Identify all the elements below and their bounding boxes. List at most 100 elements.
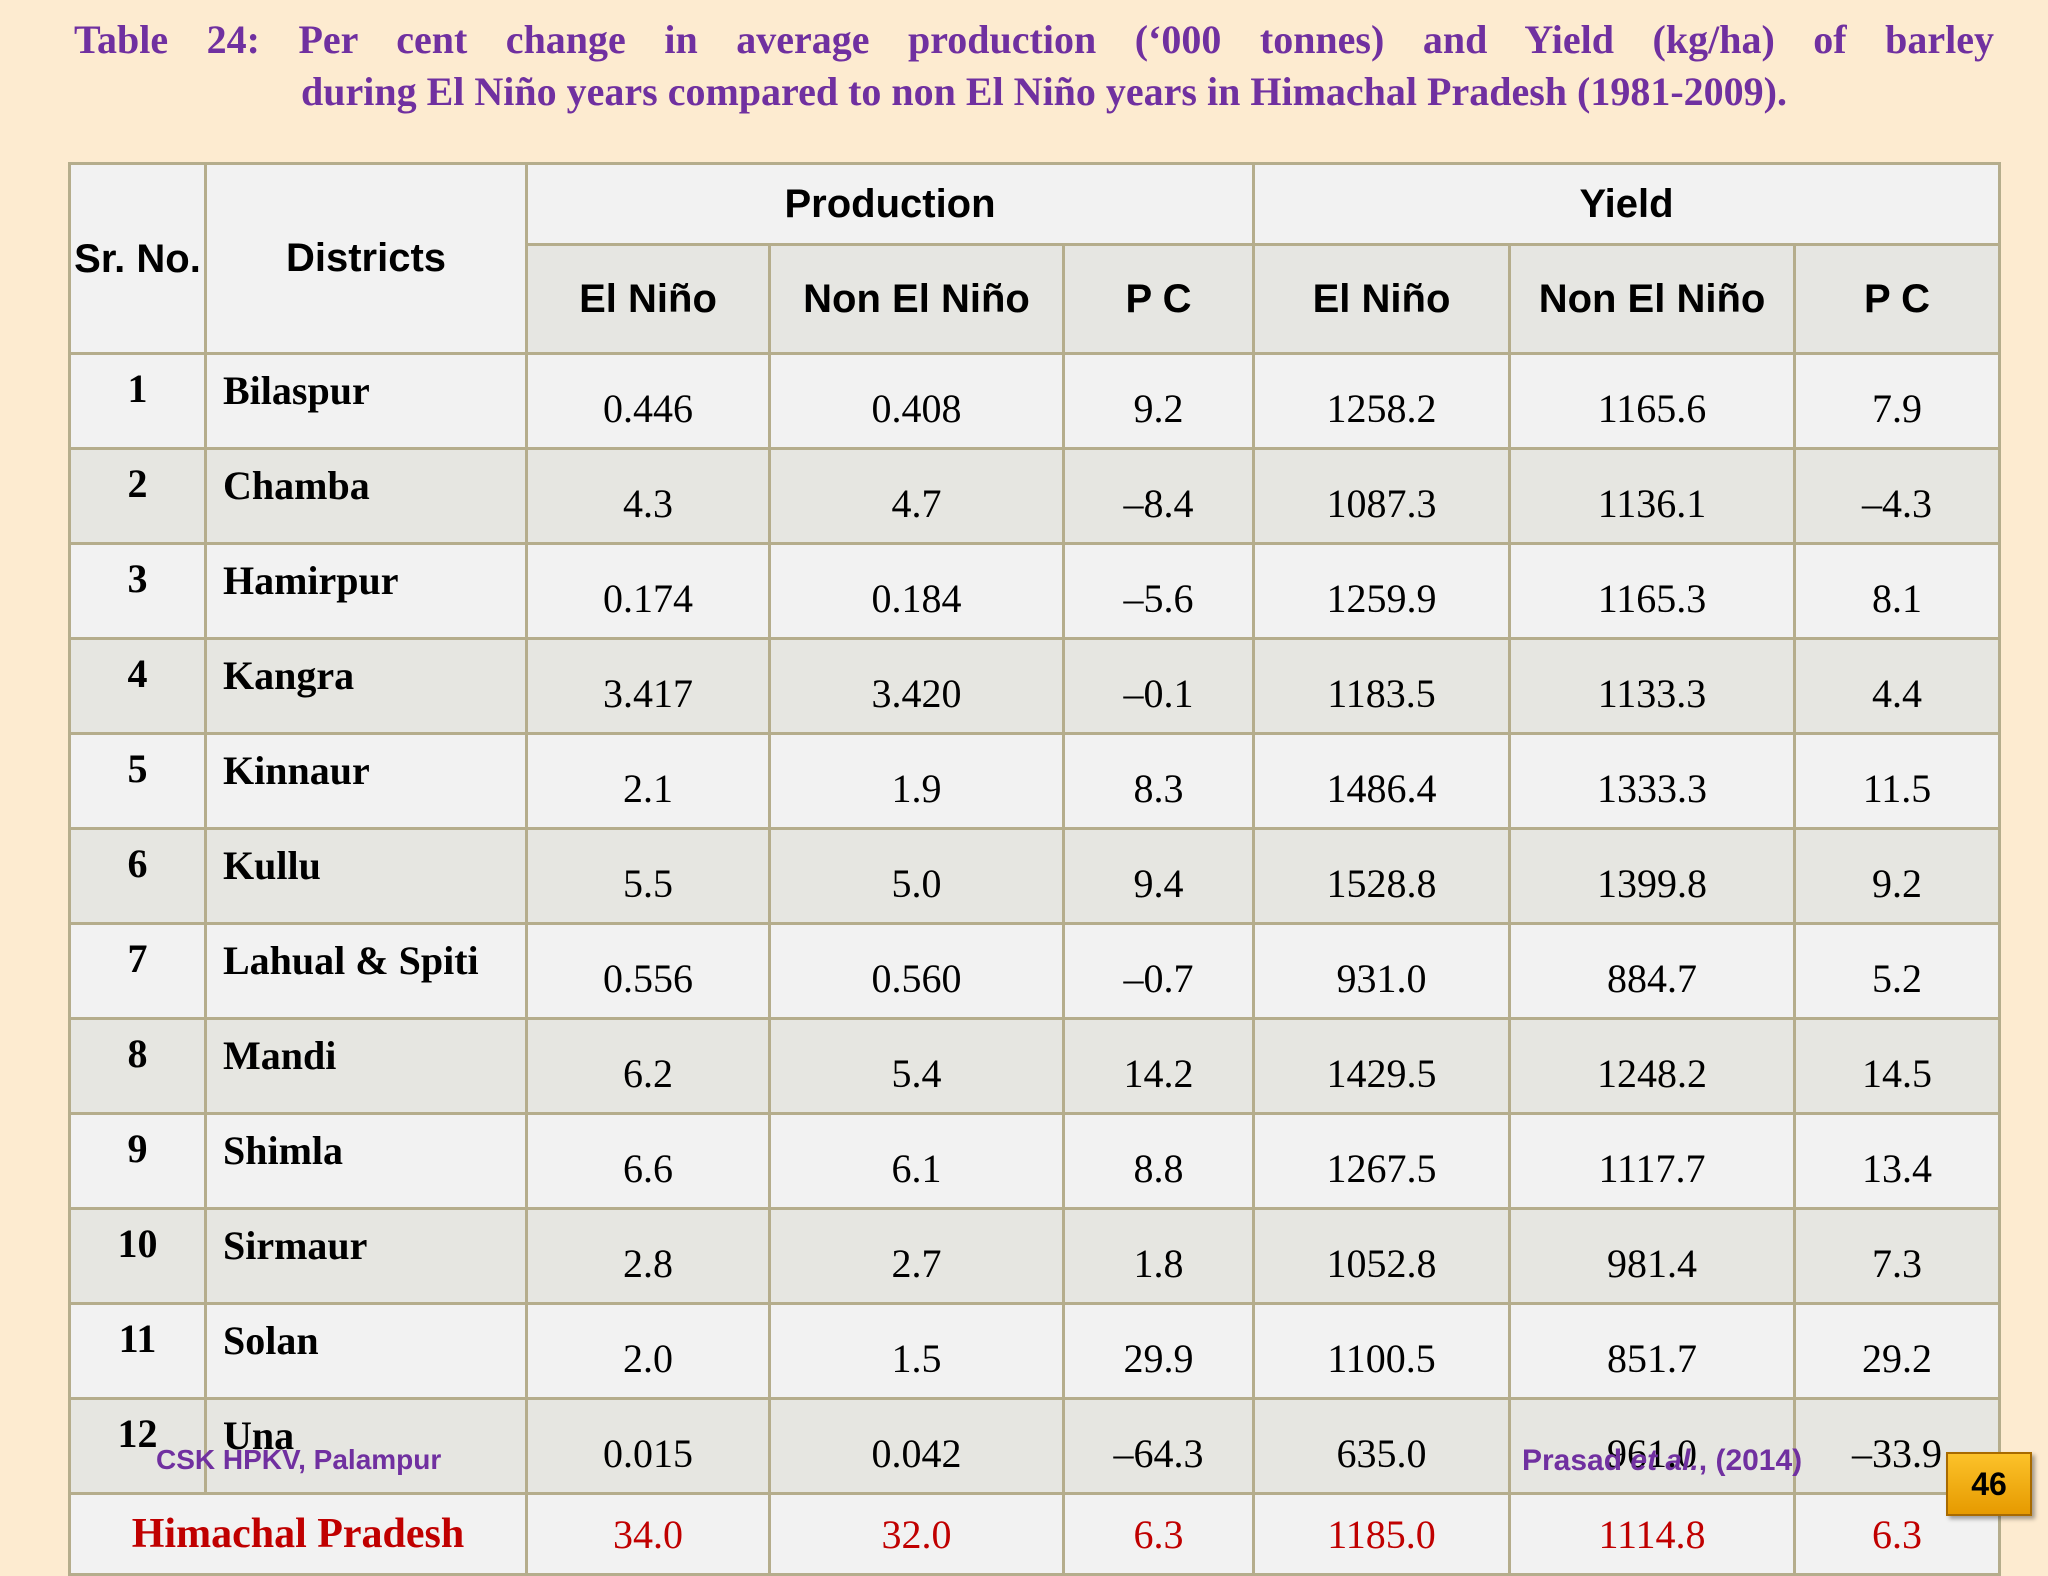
prod-non-el-nino-cell: 2.7 bbox=[768, 1207, 1065, 1305]
prod-pc-cell: –8.4 bbox=[1061, 447, 1256, 545]
prod-el-nino-cell: 6.6 bbox=[525, 1112, 771, 1210]
yield-pc-cell: 9.2 bbox=[1793, 827, 2002, 925]
sr-no-cell: 2 bbox=[68, 447, 207, 545]
yield-non-el-nino-cell: 1117.7 bbox=[1508, 1112, 1797, 1210]
citation-etal: et al. bbox=[1630, 1444, 1699, 1477]
table-row: 1 Bilaspur 0.446 0.408 9.2 1258.2 1165.6 7.9 bbox=[68, 352, 2002, 450]
district-cell: Hamirpur bbox=[204, 542, 528, 640]
yield-non-el-nino-cell: 961.0 bbox=[1508, 1397, 1797, 1495]
district-cell: Mandi bbox=[204, 1017, 528, 1115]
header-sr-no: Sr. No. bbox=[68, 162, 207, 355]
yield-non-el-nino-cell: 1399.8 bbox=[1508, 827, 1797, 925]
prod-non-el-nino-cell: 4.7 bbox=[768, 447, 1065, 545]
district-cell: Chamba bbox=[204, 447, 528, 545]
prod-non-el-nino-cell: 0.560 bbox=[768, 922, 1065, 1020]
citation-author: Prasad bbox=[1522, 1444, 1631, 1477]
total-prod-el-nino: 34.0 bbox=[525, 1492, 771, 1576]
prod-el-nino-cell: 4.3 bbox=[525, 447, 771, 545]
data-table: Sr. No. Districts Production Yield El Ni… bbox=[68, 162, 2002, 1576]
header-yield-non-el-nino: Non El Niño bbox=[1508, 243, 1797, 355]
table-row: 12 Una 0.015 0.042 –64.3 635.0 961.0 –33.9 bbox=[68, 1397, 2002, 1495]
total-prod-pc: 6.3 bbox=[1061, 1492, 1256, 1576]
prod-el-nino-cell: 2.8 bbox=[525, 1207, 771, 1305]
sr-no-cell: 7 bbox=[68, 922, 207, 1020]
page-number-badge: 46 bbox=[1946, 1452, 2032, 1516]
title-line-2: during El Niño years compared to non El … bbox=[301, 69, 1787, 114]
yield-el-nino-cell: 635.0 bbox=[1252, 1397, 1512, 1495]
prod-non-el-nino-cell: 0.408 bbox=[768, 352, 1065, 450]
table-row: 2 Chamba 4.3 4.7 –8.4 1087.3 1136.1 –4.3 bbox=[68, 447, 2002, 545]
total-yield-non-el-nino: 1114.8 bbox=[1508, 1492, 1797, 1576]
district-cell: Solan bbox=[204, 1302, 528, 1400]
yield-non-el-nino-cell: 1133.3 bbox=[1508, 637, 1797, 735]
sr-no-cell: 8 bbox=[68, 1017, 207, 1115]
yield-pc-cell: 8.1 bbox=[1793, 542, 2002, 640]
title-line-1: Table 24: Per cent change in average pro… bbox=[74, 17, 1994, 62]
table-body: 1 Bilaspur 0.446 0.408 9.2 1258.2 1165.6 7.9 2 Ch… bbox=[68, 352, 2002, 1576]
prod-pc-cell: –0.1 bbox=[1061, 637, 1256, 735]
yield-pc-cell: 7.3 bbox=[1793, 1207, 2002, 1305]
sr-no-cell: 11 bbox=[68, 1302, 207, 1400]
prod-el-nino-cell: 5.5 bbox=[525, 827, 771, 925]
yield-pc-cell: 5.2 bbox=[1793, 922, 2002, 1020]
yield-non-el-nino-cell: 1136.1 bbox=[1508, 447, 1797, 545]
sr-no-cell: 1 bbox=[68, 352, 207, 450]
district-cell: Kangra bbox=[204, 637, 528, 735]
prod-non-el-nino-cell: 1.5 bbox=[768, 1302, 1065, 1400]
header-yield-pc: P C bbox=[1793, 243, 2002, 355]
header-prod-pc: P C bbox=[1061, 243, 1256, 355]
yield-non-el-nino-cell: 1333.3 bbox=[1508, 732, 1797, 830]
total-yield-el-nino: 1185.0 bbox=[1252, 1492, 1512, 1576]
yield-el-nino-cell: 1528.8 bbox=[1252, 827, 1512, 925]
prod-pc-cell: 29.9 bbox=[1061, 1302, 1256, 1400]
district-cell: Sirmaur bbox=[204, 1207, 528, 1305]
prod-non-el-nino-cell: 1.9 bbox=[768, 732, 1065, 830]
prod-pc-cell: 1.8 bbox=[1061, 1207, 1256, 1305]
prod-el-nino-cell: 0.556 bbox=[525, 922, 771, 1020]
sr-no-cell: 5 bbox=[68, 732, 207, 830]
district-cell: Kinnaur bbox=[204, 732, 528, 830]
footer-institution: CSK HPKV, Palampur bbox=[156, 1444, 442, 1475]
sr-no-cell: 6 bbox=[68, 827, 207, 925]
yield-pc-cell: 4.4 bbox=[1793, 637, 2002, 735]
yield-el-nino-cell: 1486.4 bbox=[1252, 732, 1512, 830]
yield-pc-cell: –4.3 bbox=[1793, 447, 2002, 545]
header-districts: Districts bbox=[204, 162, 528, 355]
header-yield-el-nino: El Niño bbox=[1252, 243, 1512, 355]
prod-pc-cell: –0.7 bbox=[1061, 922, 1256, 1020]
table-row: 9 Shimla 6.6 6.1 8.8 1267.5 1117.7 13.4 bbox=[68, 1112, 2002, 1210]
yield-pc-cell: 13.4 bbox=[1793, 1112, 2002, 1210]
yield-pc-cell: 14.5 bbox=[1793, 1017, 2002, 1115]
yield-non-el-nino-cell: 1165.3 bbox=[1508, 542, 1797, 640]
yield-non-el-nino-cell: 1248.2 bbox=[1508, 1017, 1797, 1115]
prod-el-nino-cell: 0.174 bbox=[525, 542, 771, 640]
yield-el-nino-cell: 1267.5 bbox=[1252, 1112, 1512, 1210]
district-cell: Lahual & Spiti bbox=[204, 922, 528, 1020]
yield-pc-cell: 29.2 bbox=[1793, 1302, 2002, 1400]
prod-pc-cell: 14.2 bbox=[1061, 1017, 1256, 1115]
sr-no-cell: 9 bbox=[68, 1112, 207, 1210]
total-label: Himachal Pradesh bbox=[68, 1492, 528, 1576]
prod-pc-cell: 9.4 bbox=[1061, 827, 1256, 925]
prod-pc-cell: –64.3 bbox=[1061, 1397, 1256, 1495]
prod-el-nino-cell: 2.1 bbox=[525, 732, 771, 830]
yield-pc-cell: –33.9 bbox=[1793, 1397, 2002, 1495]
table-row: 8 Mandi 6.2 5.4 14.2 1429.5 1248.2 14.5 bbox=[68, 1017, 2002, 1115]
prod-pc-cell: 8.8 bbox=[1061, 1112, 1256, 1210]
header-production: Production bbox=[524, 162, 1256, 246]
prod-non-el-nino-cell: 0.042 bbox=[768, 1397, 1065, 1495]
header-yield: Yield bbox=[1252, 162, 2002, 246]
prod-el-nino-cell: 6.2 bbox=[525, 1017, 771, 1115]
yield-el-nino-cell: 1259.9 bbox=[1252, 542, 1512, 640]
yield-non-el-nino-cell: 1165.6 bbox=[1508, 352, 1797, 450]
prod-pc-cell: –5.6 bbox=[1061, 542, 1256, 640]
prod-non-el-nino-cell: 5.4 bbox=[768, 1017, 1065, 1115]
prod-pc-cell: 9.2 bbox=[1061, 352, 1256, 450]
slide-title: Table 24: Per cent change in average pro… bbox=[74, 14, 1994, 118]
prod-pc-cell: 8.3 bbox=[1061, 732, 1256, 830]
district-cell: Kullu bbox=[204, 827, 528, 925]
footer-citation: Prasad et al., (2014) bbox=[1522, 1444, 1802, 1478]
sr-no-cell: 12 bbox=[68, 1397, 207, 1495]
sr-no-cell: 4 bbox=[68, 637, 207, 735]
yield-el-nino-cell: 1258.2 bbox=[1252, 352, 1512, 450]
